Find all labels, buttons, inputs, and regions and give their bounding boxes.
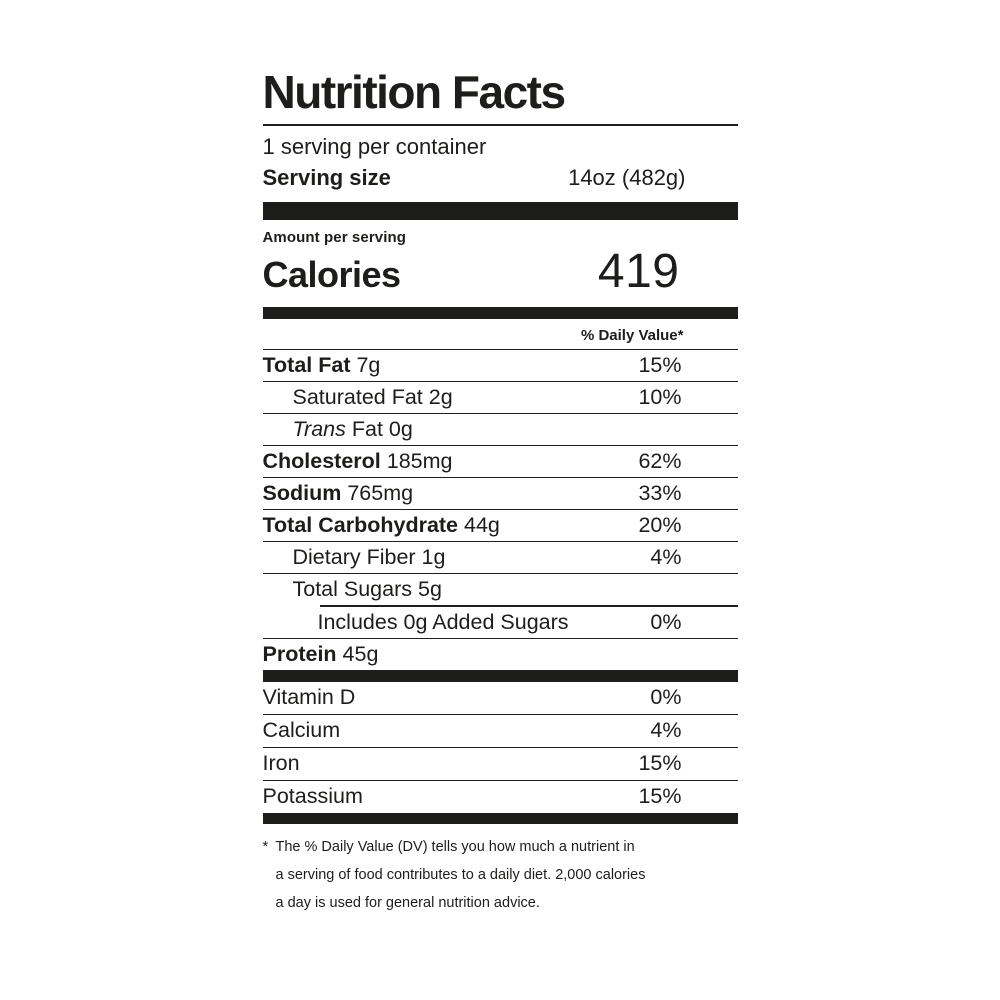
nutrient-row: Trans Fat 0g [262, 414, 738, 447]
footnote: * The % Daily Value (DV) tells you how m… [263, 833, 738, 918]
calories-value: 419 [597, 245, 680, 299]
nutrient-daily-value: 0% [650, 609, 682, 634]
vitamin-row: Vitamin D 0% [262, 682, 738, 715]
nutrient-name: Protein 45g [262, 641, 379, 666]
calories-row: Calories 419 [263, 244, 738, 307]
amount-per-serving-label: Amount per serving [262, 229, 406, 247]
nutrient-name: Dietary Fiber 1g [292, 545, 446, 570]
calories-label: Calories [262, 254, 402, 296]
nutrient-name: Total Fat 7g [262, 353, 381, 378]
vitamin-row: Iron 15% [262, 748, 738, 781]
nutrient-daily-value: 4% [650, 545, 682, 570]
nutrient-daily-value: 20% [638, 513, 682, 538]
nutrient-daily-value: 33% [638, 481, 682, 506]
nutrient-name: Trans Fat 0g [292, 417, 413, 442]
nutrient-name: Total Sugars 5g [292, 577, 442, 602]
nutrient-row: Protein 45g [263, 639, 738, 670]
vitamin-name: Calcium [262, 718, 341, 743]
vitamin-name: Potassium [262, 784, 363, 809]
thick-divider-calories [262, 307, 738, 320]
daily-value-header: % Daily Value* [262, 319, 738, 351]
nutrient-row: Cholesterol 185mg 62% [262, 446, 738, 479]
nutrient-daily-value: 10% [638, 385, 682, 410]
nutrient-row: Saturated Fat 2g 10% [262, 382, 738, 415]
nutrient-name: Includes 0g Added Sugars [317, 609, 569, 634]
vitamin-daily-value: 15% [638, 751, 682, 776]
vitamin-daily-value: 15% [638, 784, 682, 809]
nutrient-name: Saturated Fat 2g [292, 385, 453, 410]
label-title: Nutrition Facts [262, 68, 738, 127]
nutrient-rows: Total Fat 7g 15% Saturated Fat 2g 10% Trans … [262, 350, 738, 670]
footnote-line: a serving of food contributes to a daily… [275, 867, 646, 884]
vitamin-row: Potassium 15% [263, 781, 738, 813]
footnote-line: The % Daily Value (DV) tells you how muc… [275, 838, 635, 855]
nutrient-row: Total Carbohydrate 44g 20% [262, 510, 738, 543]
vitamin-name: Vitamin D [262, 685, 356, 710]
serving-size-label: Serving size [262, 165, 391, 191]
footnote-asterisk: * [262, 838, 269, 855]
nutrient-row: Includes 0g Added Sugars 0% [262, 607, 738, 639]
nutrient-row: Dietary Fiber 1g 4% [262, 542, 738, 575]
nutrient-row: Sodium 765mg 33% [262, 478, 738, 511]
nutrient-name: Cholesterol 185mg [262, 449, 453, 474]
vitamin-rows: Vitamin D 0% Calcium 4% Iron 15% Potassium 15% [262, 682, 738, 813]
vitamin-daily-value: 0% [650, 685, 682, 710]
nutrient-row: Total Fat 7g 15% [262, 350, 738, 383]
thick-divider-bottom [262, 812, 738, 824]
nutrient-name: Sodium 765mg [262, 481, 414, 506]
nutrient-name: Total Carbohydrate 44g [262, 513, 500, 538]
serving-size-value: 14oz (482g) [568, 165, 686, 191]
serving-size-row: Serving size 14oz (482g) [263, 162, 738, 194]
servings-per-container: 1 serving per container [262, 134, 487, 160]
footnote-text: The % Daily Value (DV) tells you how muc… [276, 833, 738, 918]
footnote-line: a day is used for general nutrition advi… [275, 895, 540, 912]
vitamin-row: Calcium 4% [262, 715, 738, 748]
thick-divider-protein [262, 669, 738, 682]
nutrient-daily-value: 15% [638, 353, 682, 378]
vitamin-daily-value: 4% [650, 718, 682, 743]
vitamin-name: Iron [262, 751, 300, 776]
nutrient-row: Total Sugars 5g [263, 574, 738, 605]
indented-separator [319, 605, 738, 607]
thick-divider-top [262, 202, 738, 221]
nutrition-facts-label: Nutrition Facts 1 serving per container … [262, 0, 738, 918]
nutrient-daily-value: 62% [638, 449, 682, 474]
